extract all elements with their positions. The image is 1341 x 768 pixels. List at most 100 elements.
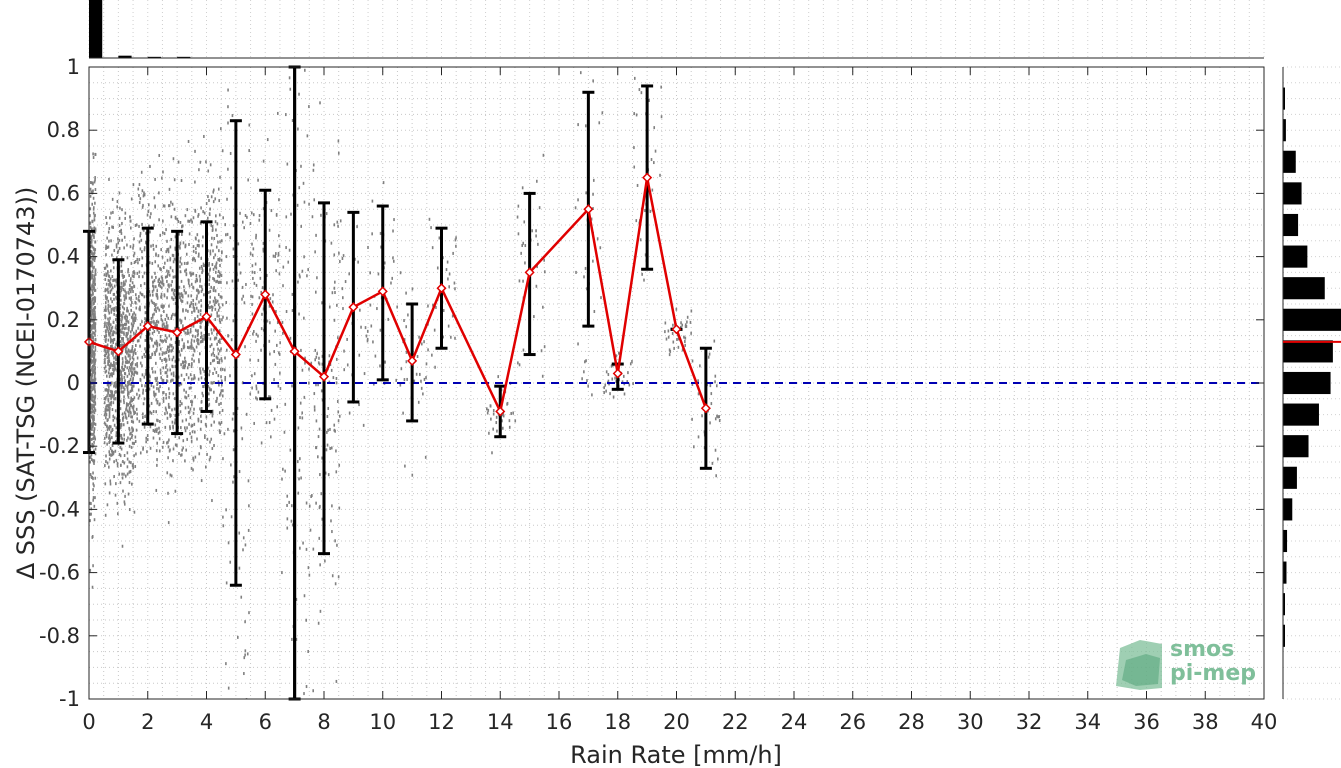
scatter-point xyxy=(187,281,190,285)
scatter-point xyxy=(184,429,187,433)
scatter-point xyxy=(105,274,108,278)
scatter-point xyxy=(133,370,136,374)
scatter-point xyxy=(151,367,153,371)
scatter-point xyxy=(202,384,204,388)
scatter-point xyxy=(151,261,154,265)
scatter-point xyxy=(134,363,137,367)
scatter-point xyxy=(135,371,138,375)
scatter-point xyxy=(130,399,132,403)
scatter-point xyxy=(257,178,259,182)
scatter-point xyxy=(122,323,125,327)
scatter-point xyxy=(187,411,190,415)
scatter-point xyxy=(113,460,115,464)
scatter-point xyxy=(305,501,308,505)
scatter-point xyxy=(168,284,170,288)
scatter-point xyxy=(92,324,94,328)
scatter-point xyxy=(255,339,257,343)
scatter-point xyxy=(270,209,273,213)
scatter-point xyxy=(159,233,162,237)
scatter-point xyxy=(127,350,129,354)
scatter-point xyxy=(297,426,300,430)
scatter-point xyxy=(172,371,175,375)
scatter-point xyxy=(103,348,106,352)
scatter-point xyxy=(171,288,173,292)
scatter-point xyxy=(94,338,97,342)
scatter-point xyxy=(129,363,132,367)
scatter-point xyxy=(277,251,280,255)
scatter-point xyxy=(132,319,134,323)
scatter-point xyxy=(149,356,151,360)
scatter-point xyxy=(209,440,211,444)
scatter-point xyxy=(94,476,97,480)
scatter-point xyxy=(92,387,95,391)
scatter-point xyxy=(192,411,195,415)
scatter-point xyxy=(181,232,183,236)
scatter-point xyxy=(128,508,131,512)
scatter-point xyxy=(154,304,156,308)
scatter-point xyxy=(107,329,110,333)
scatter-point xyxy=(140,170,143,174)
scatter-point xyxy=(208,212,211,216)
scatter-point xyxy=(221,359,223,363)
scatter-point xyxy=(93,322,96,326)
scatter-point xyxy=(604,383,607,387)
scatter-point xyxy=(93,449,95,453)
scatter-point xyxy=(242,536,245,540)
scatter-point xyxy=(104,277,107,281)
scatter-point xyxy=(133,237,135,241)
scatter-point xyxy=(162,283,165,287)
scatter-point xyxy=(112,367,114,371)
scatter-point xyxy=(130,445,133,449)
scatter-point xyxy=(112,331,114,335)
scatter-point xyxy=(162,396,165,400)
scatter-point xyxy=(156,341,158,345)
scatter-point xyxy=(107,307,109,311)
scatter-point xyxy=(130,277,132,281)
scatter-point xyxy=(362,423,365,427)
scatter-point xyxy=(297,491,300,495)
scatter-point xyxy=(155,398,158,402)
scatter-point xyxy=(107,426,110,430)
scatter-point xyxy=(90,512,92,516)
y-axis-ticks: 10.80.60.40.20-0.2-0.4-0.6-0.8-1 xyxy=(39,55,1264,711)
scatter-point xyxy=(717,457,719,461)
scatter-point xyxy=(268,339,271,343)
scatter-point xyxy=(237,635,239,639)
scatter-point xyxy=(215,336,218,340)
scatter-point xyxy=(148,261,151,265)
scatter-point xyxy=(129,354,131,358)
scatter-point xyxy=(154,177,156,181)
scatter-point xyxy=(213,256,215,260)
scatter-point xyxy=(277,259,279,263)
scatter-point xyxy=(232,429,235,433)
scatter-point xyxy=(273,417,276,421)
scatter-point xyxy=(253,372,256,376)
scatter-point xyxy=(106,388,109,392)
scatter-point xyxy=(160,376,163,380)
scatter-point xyxy=(220,127,222,131)
scatter-point xyxy=(136,392,138,396)
scatter-point xyxy=(92,345,94,349)
scatter-point xyxy=(166,411,169,415)
scatter-point xyxy=(247,178,249,182)
scatter-point xyxy=(669,349,672,353)
scatter-point xyxy=(326,443,329,447)
scatter-point xyxy=(122,311,124,315)
scatter-point xyxy=(653,161,655,165)
scatter-point xyxy=(407,313,409,317)
scatter-point xyxy=(168,405,171,409)
scatter-point xyxy=(288,248,291,252)
scatter-point xyxy=(131,405,134,409)
scatter-point xyxy=(154,352,156,356)
scatter-point xyxy=(208,392,210,396)
scatter-point xyxy=(486,411,489,415)
scatter-point xyxy=(130,286,132,290)
scatter-point xyxy=(123,437,126,441)
scatter-point xyxy=(90,293,93,297)
scatter-point xyxy=(123,395,125,399)
scatter-point xyxy=(133,367,136,371)
scatter-point xyxy=(115,245,118,249)
scatter-point xyxy=(121,273,124,277)
scatter-point xyxy=(132,324,135,328)
scatter-point xyxy=(120,337,123,341)
